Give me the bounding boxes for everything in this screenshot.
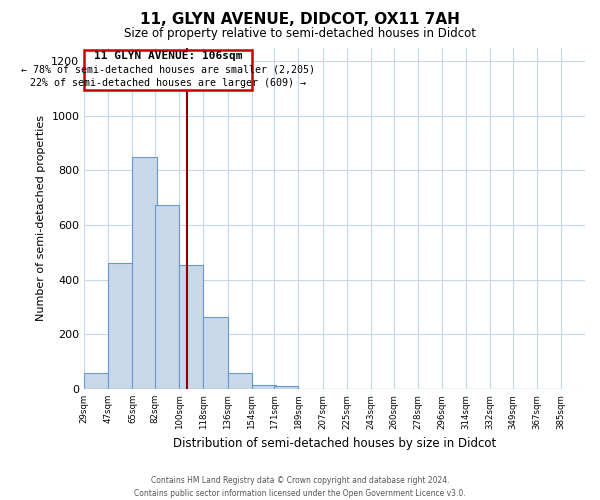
Bar: [133, 157, 157, 389]
Text: 11, GLYN AVENUE, DIDCOT, OX11 7AH: 11, GLYN AVENUE, DIDCOT, OX11 7AH: [140, 12, 460, 28]
Text: 22% of semi-detached houses are larger (609) →: 22% of semi-detached houses are larger (…: [30, 78, 306, 88]
Bar: [155, 204, 179, 389]
Bar: [84, 372, 109, 389]
X-axis label: Distribution of semi-detached houses by size in Didcot: Distribution of semi-detached houses by …: [173, 437, 496, 450]
Bar: [251, 385, 276, 389]
Y-axis label: Number of semi-detached properties: Number of semi-detached properties: [36, 115, 46, 321]
Bar: [274, 386, 298, 389]
Bar: [203, 316, 227, 389]
Text: ← 78% of semi-detached houses are smaller (2,205): ← 78% of semi-detached houses are smalle…: [21, 64, 315, 74]
Bar: [109, 264, 133, 389]
Bar: [227, 372, 251, 389]
Bar: [179, 264, 203, 389]
Text: Contains HM Land Registry data © Crown copyright and database right 2024.
Contai: Contains HM Land Registry data © Crown c…: [134, 476, 466, 498]
Text: Size of property relative to semi-detached houses in Didcot: Size of property relative to semi-detach…: [124, 28, 476, 40]
FancyBboxPatch shape: [84, 50, 251, 90]
Text: 11 GLYN AVENUE: 106sqm: 11 GLYN AVENUE: 106sqm: [94, 51, 242, 61]
